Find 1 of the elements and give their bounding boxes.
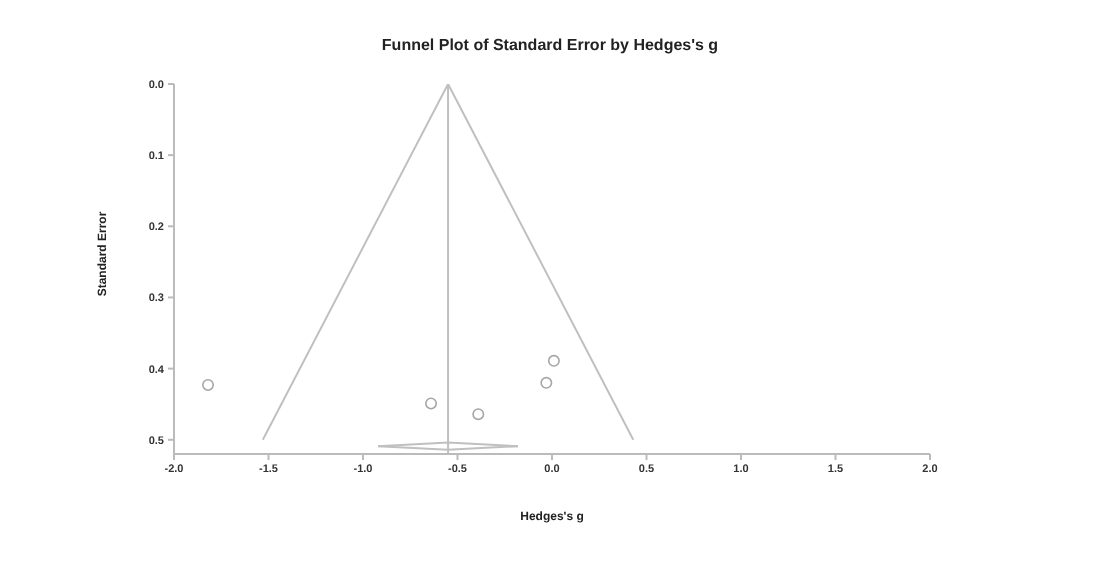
chart-title: Funnel Plot of Standard Error by Hedges's g	[379, 36, 721, 54]
